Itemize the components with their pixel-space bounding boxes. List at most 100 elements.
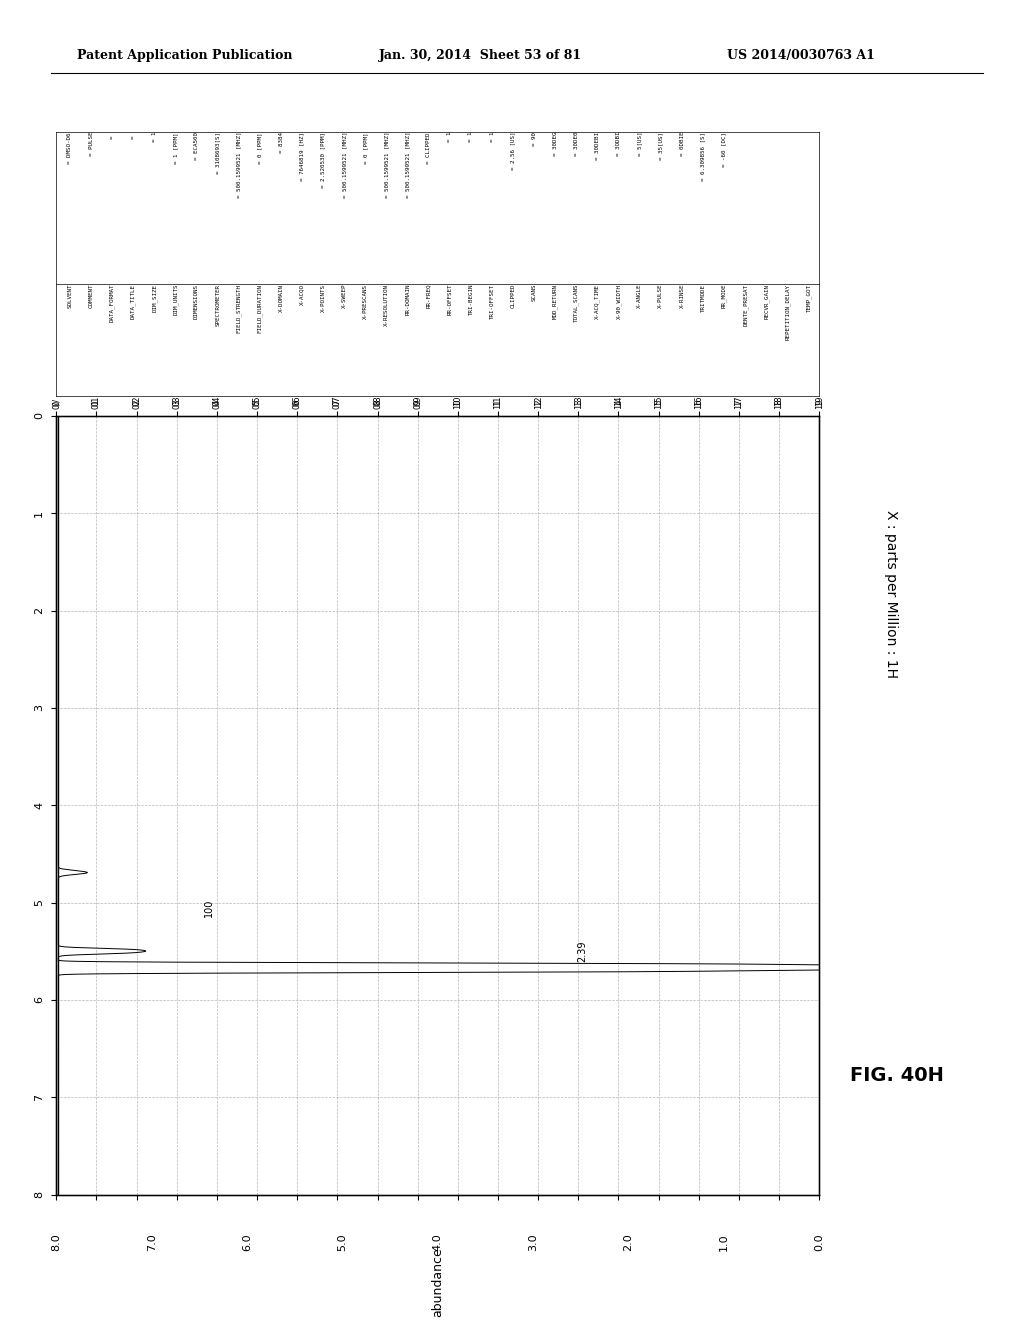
- Text: = 8384: = 8384: [279, 132, 284, 153]
- Text: 100: 100: [204, 899, 214, 917]
- Text: = 2.56 [US]: = 2.56 [US]: [511, 132, 516, 170]
- Text: REPETITION_DELAY: REPETITION_DELAY: [784, 284, 791, 339]
- Text: TRI-BEGIN: TRI-BEGIN: [468, 284, 473, 315]
- Text: 5.0: 5.0: [337, 1233, 347, 1251]
- Text: RR_MODE: RR_MODE: [722, 284, 727, 309]
- Text: abundance: abundance: [431, 1247, 444, 1317]
- Text: DATA_TITLE: DATA_TITLE: [130, 284, 136, 319]
- Text: RR-OFFSET: RR-OFFSET: [447, 284, 453, 315]
- Text: X-ACQO: X-ACQO: [300, 284, 304, 305]
- Text: 5: 5: [34, 899, 44, 906]
- Text: 8.0: 8.0: [51, 1233, 61, 1251]
- Text: 7: 7: [34, 1094, 44, 1101]
- Text: = 0 [PPM]: = 0 [PPM]: [362, 132, 368, 164]
- Text: DATA_FORMAT: DATA_FORMAT: [110, 284, 115, 322]
- Text: = 1 [PPM]: = 1 [PPM]: [173, 132, 178, 164]
- Text: X-90_WIDTH: X-90_WIDTH: [615, 284, 622, 319]
- Text: 08: 08: [373, 399, 382, 409]
- Text: 16: 16: [694, 399, 703, 409]
- Text: 09: 09: [414, 399, 422, 409]
- Text: FIG. 40H: FIG. 40H: [850, 1067, 944, 1085]
- Text: = DMSO-D6: = DMSO-D6: [68, 132, 73, 164]
- Text: SPECTROMETER: SPECTROMETER: [215, 284, 220, 326]
- Text: US 2014/0030763 A1: US 2014/0030763 A1: [727, 49, 874, 62]
- Text: 1.0: 1.0: [719, 1233, 729, 1251]
- Text: X-ANGLE: X-ANGLE: [637, 284, 642, 309]
- Text: 06: 06: [293, 399, 302, 409]
- Text: = 90: = 90: [531, 132, 537, 147]
- Text: 6.0: 6.0: [242, 1233, 252, 1251]
- Text: =: =: [110, 132, 115, 139]
- Text: Jan. 30, 2014  Sheet 53 of 81: Jan. 30, 2014 Sheet 53 of 81: [379, 49, 582, 62]
- Text: 05: 05: [253, 399, 261, 409]
- Text: 1: 1: [34, 510, 44, 516]
- Text: DIM_UNITS: DIM_UNITS: [173, 284, 178, 315]
- Text: = 30DE0: = 30DE0: [574, 132, 579, 157]
- Text: = CLIPPED: = CLIPPED: [426, 132, 431, 164]
- Text: = 3ODBI: = 3ODBI: [616, 132, 622, 157]
- Text: X-POINTS: X-POINTS: [321, 284, 326, 312]
- Text: = 30DEG: = 30DEG: [553, 132, 558, 157]
- Text: = 1: = 1: [468, 132, 473, 143]
- Text: 12: 12: [534, 399, 543, 409]
- Text: 4.0: 4.0: [433, 1233, 442, 1251]
- Text: 8: 8: [34, 1191, 44, 1199]
- Text: 2.39: 2.39: [578, 940, 588, 962]
- Text: TRI-OFFSET: TRI-OFFSET: [489, 284, 495, 319]
- Text: 02: 02: [132, 399, 141, 409]
- Text: X-PRESCANS: X-PRESCANS: [362, 284, 368, 319]
- Text: DENTE_PRESAT: DENTE_PRESAT: [742, 284, 749, 326]
- Text: TOTAL_SCANS: TOTAL_SCANS: [573, 284, 580, 322]
- Text: 18: 18: [774, 399, 783, 409]
- Text: 0: 0: [34, 412, 44, 420]
- Text: = 5[US]: = 5[US]: [637, 132, 642, 157]
- Text: RR-DOMAIN: RR-DOMAIN: [406, 284, 411, 315]
- Text: =: =: [131, 132, 136, 139]
- Text: = 30DEBI: = 30DEBI: [595, 132, 600, 160]
- Text: 2.0: 2.0: [624, 1233, 634, 1251]
- Text: RR-FREQ: RR-FREQ: [426, 284, 431, 309]
- Text: 0/: 0/: [52, 401, 60, 409]
- Text: = 7646819 [HZ]: = 7646819 [HZ]: [300, 132, 304, 181]
- Text: 3: 3: [34, 705, 44, 711]
- Text: X-PULSE: X-PULSE: [658, 284, 664, 309]
- Text: 0.0: 0.0: [814, 1233, 824, 1251]
- Text: TRITMODE: TRITMODE: [700, 284, 706, 312]
- Text: = 6.309856 [S]: = 6.309856 [S]: [700, 132, 706, 181]
- Text: X-RESOLUTION: X-RESOLUTION: [384, 284, 389, 326]
- Text: = 35[US]: = 35[US]: [658, 132, 664, 160]
- Text: X-SWEEP: X-SWEEP: [342, 284, 347, 309]
- Text: = PULSE: = PULSE: [88, 132, 93, 157]
- Text: = 0DBIE: = 0DBIE: [680, 132, 684, 157]
- Text: 03: 03: [172, 399, 181, 409]
- Text: = -60 [DC]: = -60 [DC]: [722, 132, 727, 168]
- Text: 13: 13: [573, 399, 583, 409]
- Text: = 3108693[S]: = 3108693[S]: [215, 132, 220, 174]
- Text: = 2.520530 [PPM]: = 2.520530 [PPM]: [321, 132, 326, 187]
- Text: X-DOMAIN: X-DOMAIN: [279, 284, 284, 312]
- Text: 10: 10: [454, 399, 462, 409]
- Text: 4: 4: [34, 801, 44, 809]
- Text: SOLVENT: SOLVENT: [68, 284, 73, 309]
- Text: 6: 6: [34, 997, 44, 1003]
- Text: = 500.1599521 [MHZ]: = 500.1599521 [MHZ]: [237, 132, 242, 198]
- Text: = 500.1599521 [MHZ]: = 500.1599521 [MHZ]: [406, 132, 411, 198]
- Text: SCANS: SCANS: [531, 284, 537, 301]
- Text: = 0 [PPM]: = 0 [PPM]: [257, 132, 262, 164]
- Text: TEMP_GOT: TEMP_GOT: [806, 284, 811, 312]
- Text: MOD_RETURN: MOD_RETURN: [553, 284, 558, 319]
- Text: RECVR_GAIN: RECVR_GAIN: [764, 284, 769, 319]
- Text: X-RINSE: X-RINSE: [680, 284, 684, 309]
- Text: Patent Application Publication: Patent Application Publication: [77, 49, 292, 62]
- Text: 01: 01: [92, 399, 101, 409]
- Text: COMMENT: COMMENT: [88, 284, 93, 309]
- Text: 3.0: 3.0: [528, 1233, 539, 1251]
- Text: FIELD_STRENGTH: FIELD_STRENGTH: [236, 284, 242, 333]
- Text: 17: 17: [734, 399, 743, 409]
- Text: 04: 04: [212, 399, 221, 409]
- Text: 14: 14: [614, 399, 623, 409]
- Text: 7.0: 7.0: [146, 1233, 157, 1251]
- Text: = 1: = 1: [447, 132, 453, 143]
- Text: = 1: = 1: [152, 132, 157, 143]
- Text: CLIPPED: CLIPPED: [511, 284, 516, 309]
